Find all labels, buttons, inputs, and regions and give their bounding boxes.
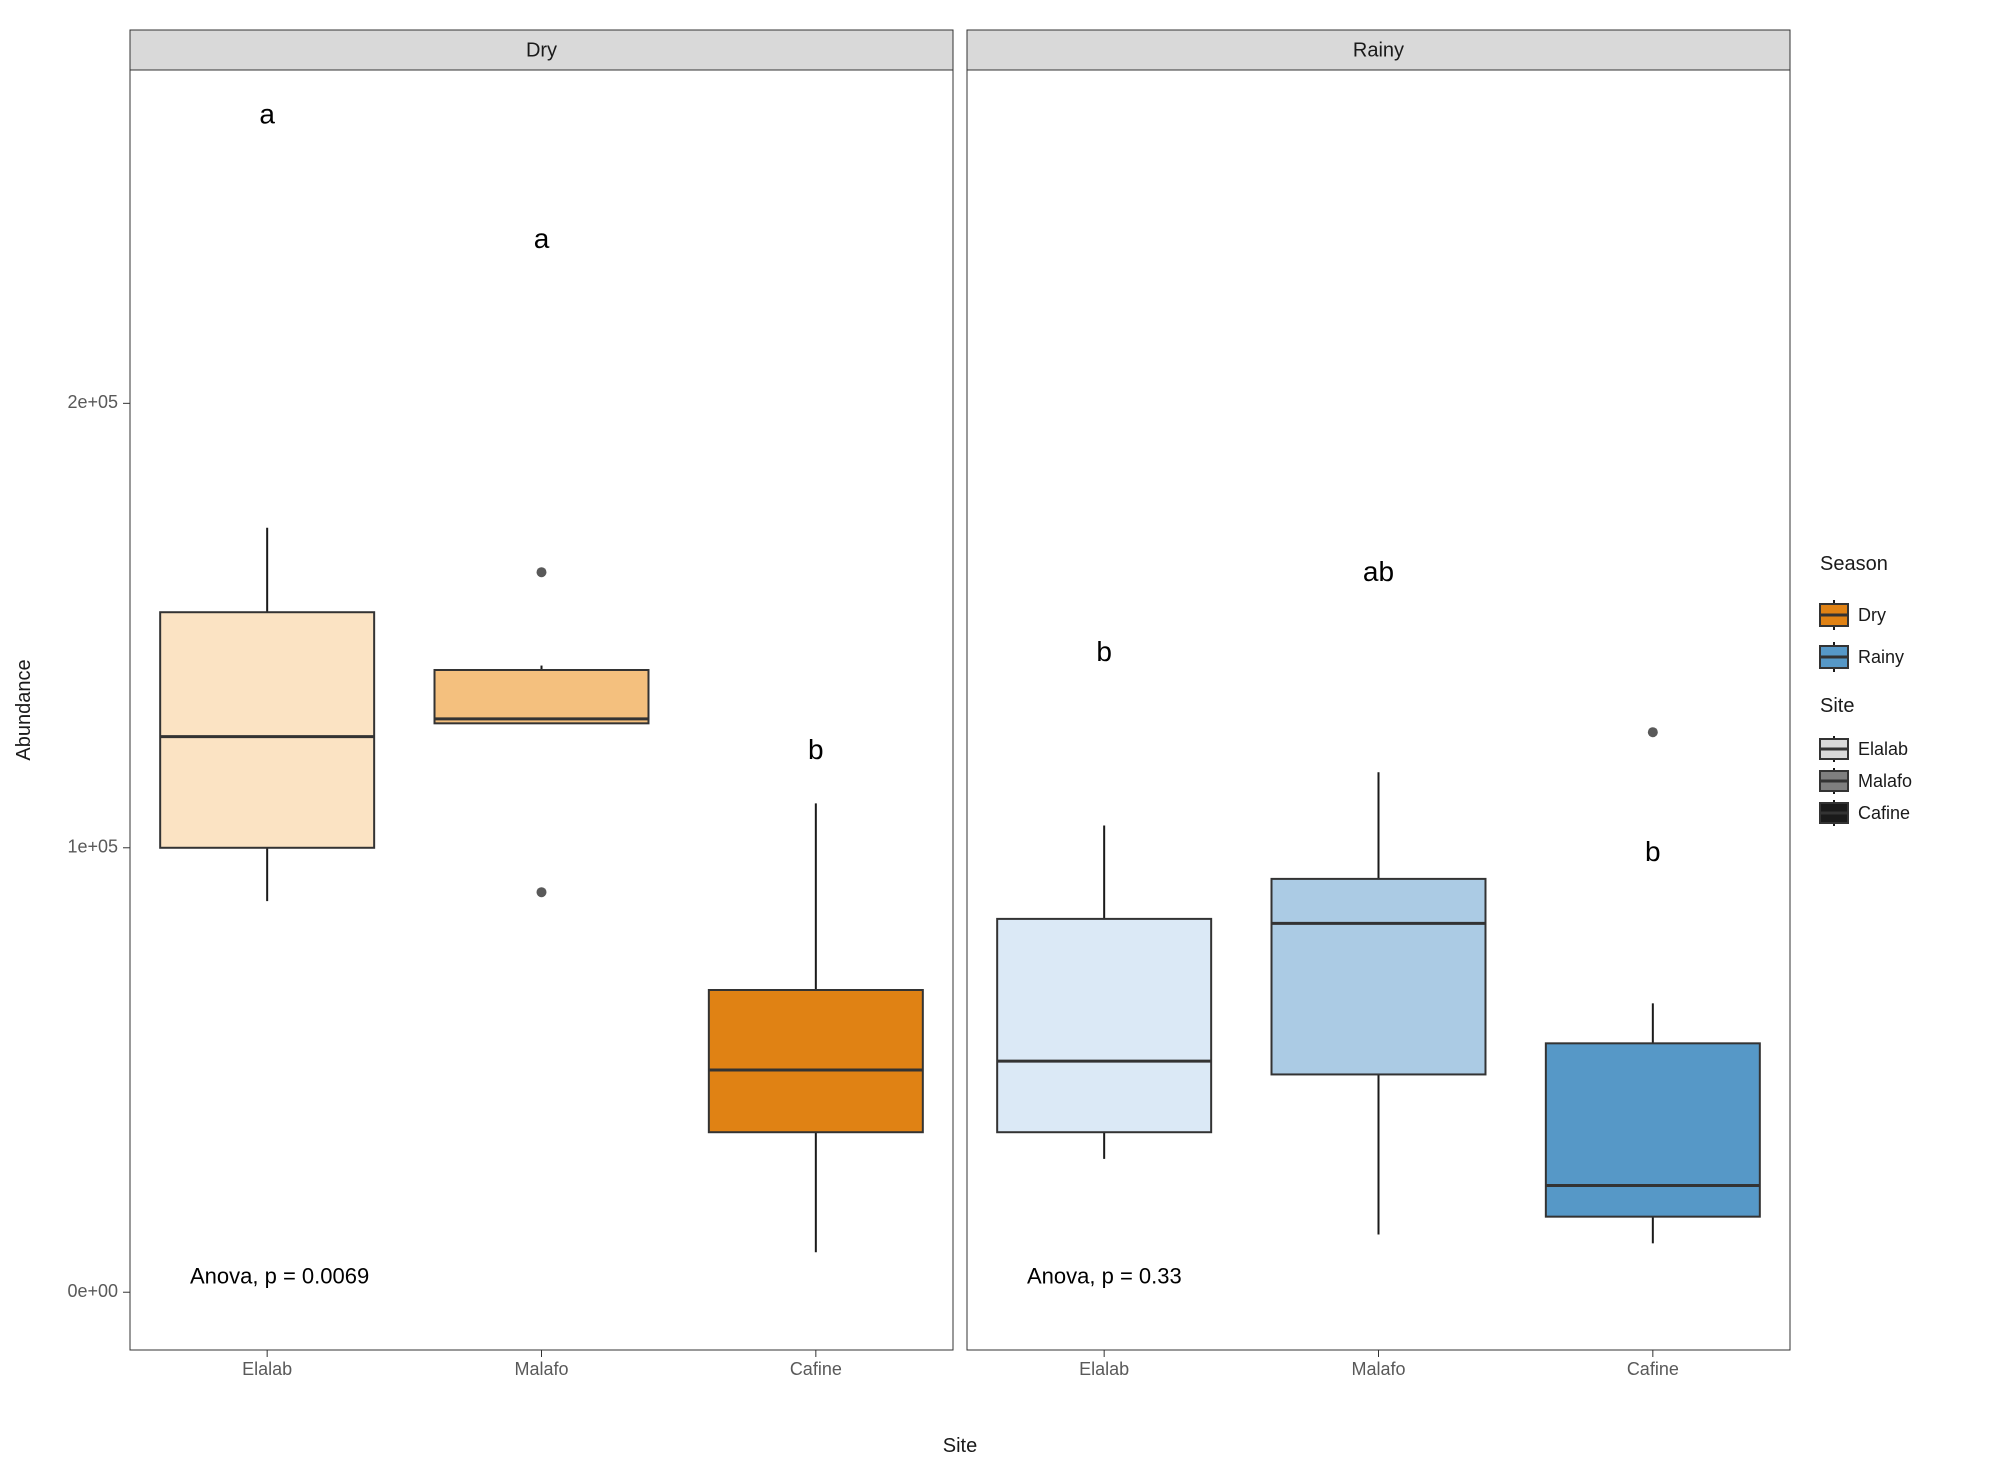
outlier-point <box>537 567 547 577</box>
y-axis-title: Abundance <box>13 659 35 760</box>
legend-label: Dry <box>1858 605 1886 625</box>
panel-strip-label: Dry <box>526 39 557 61</box>
legend-label: Rainy <box>1858 647 1904 667</box>
outlier-point <box>1648 727 1658 737</box>
legend-label: Cafine <box>1858 803 1910 823</box>
legend-label: Elalab <box>1858 739 1908 759</box>
legend-title-season: Season <box>1820 553 1888 575</box>
significance-letter: ab <box>1363 556 1394 587</box>
chart-root: Site Abundance Dry 0e+00 1e+05 2e+05 Elalab Mal… <box>0 0 2010 1470</box>
panel-strip-label: Rainy <box>1353 39 1404 61</box>
legend-title-site: Site <box>1820 695 1854 717</box>
significance-letter: a <box>534 223 550 254</box>
significance-letter: b <box>808 734 824 765</box>
significance-letter: b <box>1645 836 1661 867</box>
x-tick-label: Cafine <box>790 1359 842 1379</box>
significance-letter: b <box>1096 636 1112 667</box>
panel-rainy: Rainy Elalab Malafo Cafine b ab b Anova, p = 0.… <box>967 30 1790 1379</box>
y-tick-label: 1e+05 <box>67 837 118 857</box>
anova-label: Anova, p = 0.0069 <box>190 1263 369 1288</box>
significance-letter: a <box>259 98 275 129</box>
x-axis-title: Site <box>943 1435 977 1457</box>
boxplot-figure: Site Abundance Dry 0e+00 1e+05 2e+05 Elalab Mal… <box>0 0 2010 1470</box>
panel-dry: Dry 0e+00 1e+05 2e+05 Elalab Malafo Cafine a a b A… <box>67 30 953 1379</box>
x-tick-label: Cafine <box>1627 1359 1679 1379</box>
x-tick-label: Malafo <box>514 1359 568 1379</box>
outlier-point <box>537 887 547 897</box>
x-tick-label: Elalab <box>1079 1359 1129 1379</box>
y-tick-label: 2e+05 <box>67 392 118 412</box>
legend-label: Malafo <box>1858 771 1912 791</box>
x-tick-label: Elalab <box>242 1359 292 1379</box>
y-tick-label: 0e+00 <box>67 1281 118 1301</box>
anova-label: Anova, p = 0.33 <box>1027 1263 1182 1288</box>
x-tick-label: Malafo <box>1351 1359 1405 1379</box>
